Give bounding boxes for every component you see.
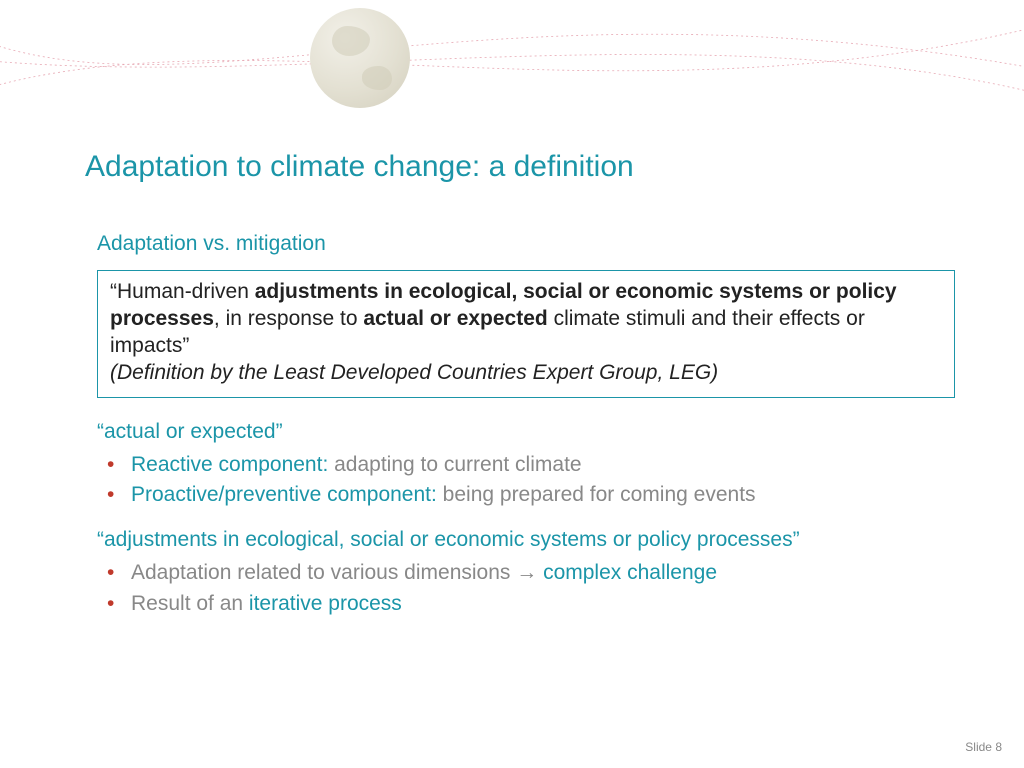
bullet-rest: being prepared for coming events bbox=[443, 483, 756, 506]
bullet-lead: Proactive/preventive component: bbox=[131, 483, 443, 506]
bullet-teal: iterative process bbox=[249, 592, 402, 615]
def-citation: (Definition by the Least Developed Count… bbox=[110, 361, 718, 384]
bullet-pre: Result of an bbox=[131, 592, 249, 615]
slide-number: Slide 8 bbox=[965, 740, 1002, 754]
definition-box: “Human-driven adjustments in ecological,… bbox=[97, 270, 955, 398]
section1-list: Reactive component: adapting to current … bbox=[97, 450, 955, 511]
bullet-rest: adapting to current climate bbox=[334, 453, 581, 476]
slide-title: Adaptation to climate change: a definiti… bbox=[85, 150, 955, 184]
section2-list: Adaptation related to various dimensions… bbox=[97, 558, 955, 619]
def-seg1: “Human-driven bbox=[110, 280, 255, 303]
section1-quote: “actual or expected” bbox=[97, 420, 955, 444]
header-curves bbox=[0, 0, 1024, 140]
list-item: Result of an iterative process bbox=[97, 589, 955, 619]
list-item: Reactive component: adapting to current … bbox=[97, 450, 955, 480]
section2-quote: “adjustments in ecological, social or ec… bbox=[97, 528, 955, 552]
arrow-icon: → bbox=[516, 561, 543, 584]
bullet-lead: Reactive component: bbox=[131, 453, 334, 476]
globe-icon bbox=[310, 8, 410, 108]
bullet-teal: complex challenge bbox=[543, 561, 717, 584]
bullet-pre: Adaptation related to various dimensions bbox=[131, 561, 516, 584]
def-seg3: , in response to bbox=[214, 307, 363, 330]
list-item: Adaptation related to various dimensions… bbox=[97, 558, 955, 588]
def-bold2: actual or expected bbox=[363, 307, 547, 330]
slide-content: Adaptation to climate change: a definiti… bbox=[85, 150, 955, 637]
list-item: Proactive/preventive component: being pr… bbox=[97, 480, 955, 510]
slide-subtitle: Adaptation vs. mitigation bbox=[97, 232, 955, 256]
